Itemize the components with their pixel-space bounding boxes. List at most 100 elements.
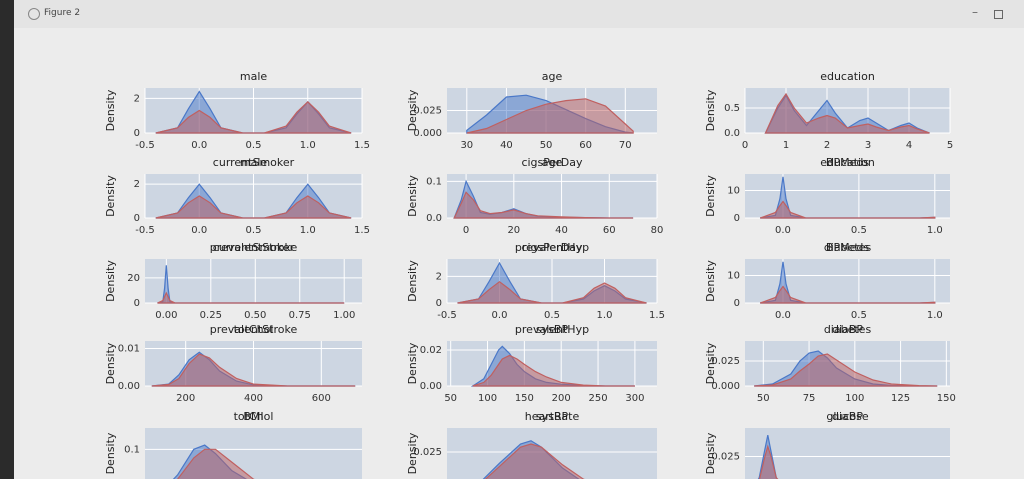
x-tick-label: 0.0 [775,225,791,236]
x-tick-label: 20 [507,225,520,236]
x-tick-label: 75 [803,393,816,404]
x-tick-label: 50 [757,393,770,404]
x-tick-label: 0.0 [492,310,508,321]
x-tick-label: 5 [947,140,953,151]
subplot-title: age [542,156,563,169]
y-axis-label: Density [104,260,117,302]
y-tick-label: 2 [436,271,442,282]
x-tick-label: 100 [845,393,864,404]
subplot-title: education [820,156,875,169]
subplot-title: prevalentStroke [210,323,298,336]
x-tick-label: 0.75 [289,310,311,321]
x-tick-label: 0.0 [775,310,791,321]
subplot-title: age [542,70,563,83]
y-axis-label: Density [704,89,717,131]
x-tick-label: 250 [589,393,608,404]
x-tick-label: 200 [552,393,571,404]
x-tick-label: 0 [463,225,469,236]
x-tick-label: 1.0 [927,310,943,321]
x-tick-label: 1.00 [333,310,355,321]
x-tick-label: 60 [603,225,616,236]
y-tick-label: 0 [134,128,140,139]
x-tick-label: 0.50 [244,310,266,321]
y-axis-label: Density [704,342,717,384]
y-tick-label: 10 [727,271,740,282]
y-axis-label: Density [406,342,419,384]
x-tick-label: 0.0 [191,140,207,151]
x-tick-label: 40 [555,225,568,236]
y-axis-label: Density [104,89,117,131]
y-tick-label: 10 [727,186,740,197]
subplot-title: BPMeds [826,241,869,254]
subplot-title: currentSmoker [213,241,295,254]
subplot-title: male [240,156,268,169]
subplot-title: male [240,70,268,83]
x-tick-label: 0.25 [200,310,222,321]
y-tick-label: 0.1 [124,444,140,455]
x-tick-label: 50 [540,140,553,151]
y-axis-label: Density [104,432,117,474]
y-tick-label: 0 [734,213,740,224]
x-tick-label: 100 [478,393,497,404]
x-tick-label: 400 [244,393,263,404]
y-tick-label: 2 [134,179,140,190]
subplot-title: diabetes [824,323,872,336]
subplot-title: cigsPerDay [521,241,583,254]
x-tick-label: 0.5 [851,225,867,236]
y-tick-label: 0 [134,213,140,224]
x-tick-label: 1.0 [300,225,316,236]
y-tick-label: 0.5 [724,103,740,114]
y-axis-label: Density [704,260,717,302]
x-tick-label: 3 [865,140,871,151]
subplot-title: education [820,70,875,83]
y-tick-label: 0 [436,298,442,309]
x-tick-label: 1.5 [354,225,370,236]
y-axis-label: Density [406,175,419,217]
subplot-title: diaBP [832,410,863,423]
y-axis-label: Density [406,432,419,474]
x-tick-label: 125 [891,393,910,404]
x-tick-label: 50 [444,393,457,404]
x-tick-label: 0.0 [191,225,207,236]
x-tick-label: 150 [937,393,956,404]
x-tick-label: 0.5 [246,140,262,151]
x-tick-label: 1.5 [354,140,370,151]
y-axis-label: Density [406,89,419,131]
axes-background [745,428,950,479]
x-tick-label: 40 [500,140,513,151]
y-tick-label: 0.0 [724,128,740,139]
x-tick-label: 0.5 [851,310,867,321]
x-tick-label: 0.00 [155,310,177,321]
y-axis-label: Density [104,342,117,384]
x-tick-label: -0.5 [135,225,155,236]
x-tick-label: -0.5 [135,140,155,151]
x-tick-label: 2 [824,140,830,151]
x-tick-label: 70 [619,140,632,151]
y-tick-label: 0.1 [426,176,442,187]
y-axis-label: Density [704,432,717,474]
y-tick-label: 0.00 [118,381,140,392]
subplot-title: sysBP [536,410,569,423]
x-tick-label: 200 [176,393,195,404]
x-tick-label: 150 [515,393,534,404]
y-axis-label: Density [104,175,117,217]
x-tick-label: 1 [783,140,789,151]
y-tick-label: 0 [134,298,140,309]
y-tick-label: 20 [127,273,140,284]
axes-background [145,428,362,479]
x-tick-label: 0.5 [544,310,560,321]
x-tick-label: 300 [625,393,644,404]
y-tick-label: 0.01 [118,344,140,355]
x-tick-label: 600 [312,393,331,404]
y-tick-label: 0.02 [420,345,442,356]
x-tick-label: 4 [906,140,912,151]
x-tick-label: 1.0 [300,140,316,151]
x-tick-label: 60 [579,140,592,151]
x-tick-label: 0 [742,140,748,151]
x-tick-label: 80 [651,225,664,236]
x-tick-label: 30 [460,140,473,151]
x-tick-label: 1.0 [597,310,613,321]
x-tick-label: 1.0 [927,225,943,236]
axes-background [145,259,362,303]
